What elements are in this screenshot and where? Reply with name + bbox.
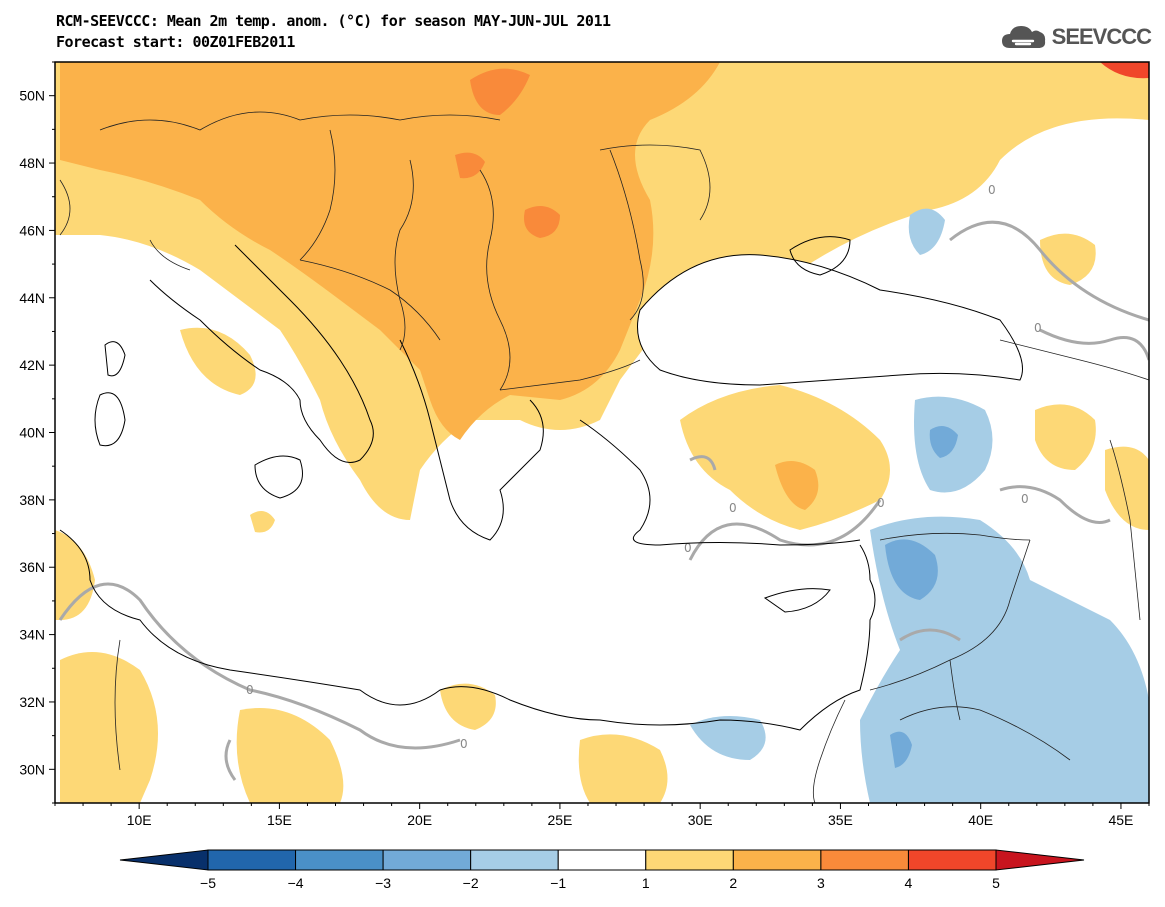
colorbar-extend-high bbox=[995, 849, 1085, 871]
y-tick-label: 38N bbox=[19, 492, 45, 508]
anomaly-zone-1to2-italy bbox=[180, 327, 256, 395]
colorbar-segment bbox=[295, 849, 384, 871]
colorbar-label: −1 bbox=[550, 875, 566, 891]
anomaly-zone-1to2-anatolia bbox=[680, 385, 890, 530]
y-tick-label: 32N bbox=[19, 694, 45, 710]
anomaly-zone-minus1to-minus2-black-sea-north bbox=[908, 208, 945, 255]
contour-label: 0 bbox=[684, 541, 692, 555]
forecast-start-label: Forecast start: 00Z01FEB2011 bbox=[56, 33, 295, 51]
x-tick-label: 10E bbox=[127, 812, 152, 828]
cloud-icon bbox=[1001, 26, 1045, 48]
contour-label: 0 bbox=[1021, 492, 1029, 506]
contour-labels: 0 0 0 0 0 0 0 0 bbox=[246, 183, 1042, 751]
contour-label: 0 bbox=[460, 737, 468, 751]
anomaly-zone-2to3-anatolia bbox=[775, 461, 819, 510]
coastlines bbox=[59, 236, 1023, 731]
colorbar-label: −5 bbox=[200, 875, 216, 891]
zero-contours bbox=[58, 220, 1149, 781]
y-tick-label: 46N bbox=[19, 222, 45, 238]
contour-label: 0 bbox=[1034, 321, 1042, 335]
anomaly-zone-3to4-northeast bbox=[1100, 62, 1149, 79]
colorbar-segment bbox=[207, 849, 297, 871]
black-sea bbox=[637, 254, 1023, 385]
anomaly-zone-3to4-carpathians bbox=[470, 68, 530, 115]
y-tick-label: 30N bbox=[19, 761, 45, 777]
anomaly-zone-1to2-iraq bbox=[1105, 446, 1149, 530]
contour-label: 0 bbox=[246, 683, 254, 697]
colorbar-label: 4 bbox=[905, 875, 913, 891]
x-tick-label: 45E bbox=[1108, 812, 1133, 828]
anomaly-zone-1to2-egypt bbox=[578, 734, 668, 803]
map-title: RCM-SEEVCCC: Mean 2m temp. anom. (°C) fo… bbox=[56, 12, 611, 30]
colorbar-label: 3 bbox=[817, 875, 825, 891]
colorbar-label: −4 bbox=[288, 875, 304, 891]
colorbar-segment bbox=[470, 849, 559, 871]
colorbar-segment bbox=[645, 849, 734, 871]
anomaly-zone-3to4-romania bbox=[524, 206, 560, 238]
map-field: 0 0 0 0 0 0 0 0 bbox=[55, 62, 1149, 803]
country-borders bbox=[59, 111, 1149, 803]
anomaly-zone-minus2to-minus3-arabia bbox=[890, 731, 912, 768]
x-tick-label: 30E bbox=[688, 812, 713, 828]
anomaly-zone-1to2-sicily bbox=[250, 511, 275, 533]
logo-text: SEEVCCC bbox=[1051, 24, 1152, 49]
anomaly-zone-1to2-south-central bbox=[236, 708, 344, 803]
x-tick-label: 15E bbox=[267, 812, 292, 828]
anomaly-zone-1to2-libya bbox=[60, 652, 158, 803]
x-tick-label: 35E bbox=[828, 812, 853, 828]
colorbar-label: 5 bbox=[992, 875, 1000, 891]
colorbar-segment bbox=[907, 849, 997, 871]
y-tick-label: 42N bbox=[19, 357, 45, 373]
seevccc-logo: SEEVCCC bbox=[1000, 22, 1152, 52]
colorbar-label: −2 bbox=[463, 875, 479, 891]
anomaly-zone-minus2to-minus3-anatolia-east bbox=[929, 426, 958, 458]
contour-label: 0 bbox=[877, 496, 885, 510]
x-axis: 10E 15E 20E 25E 30E 35E 40E 45E bbox=[54, 803, 1150, 828]
contour-label: 0 bbox=[729, 501, 737, 515]
y-tick-label: 34N bbox=[19, 627, 45, 643]
y-axis: 30N 32N 34N 36N 38N 40N 42N 44N 46N 48N 50N bbox=[19, 61, 55, 804]
colorbar: −5 −4 −3 −2 −1 1 2 3 4 5 bbox=[119, 849, 1085, 891]
colorbar-segment bbox=[382, 849, 472, 871]
y-tick-label: 36N bbox=[19, 559, 45, 575]
anomaly-zone-1to2-caucasus bbox=[1040, 233, 1096, 285]
anomaly-zone-1to2-cyrenaica bbox=[440, 683, 496, 730]
colorbar-segment bbox=[820, 849, 909, 871]
colorbar-label: −3 bbox=[375, 875, 391, 891]
colorbar-label: 1 bbox=[642, 875, 650, 891]
anomaly-zone-3to4-hungary bbox=[455, 152, 485, 179]
y-tick-label: 50N bbox=[19, 88, 45, 104]
x-tick-label: 25E bbox=[547, 812, 572, 828]
anomaly-zone-1to2-east bbox=[1035, 404, 1096, 470]
contour-label: 0 bbox=[988, 183, 996, 197]
anomaly-zone-minus2to-minus3-syria bbox=[885, 539, 938, 600]
x-tick-label: 20E bbox=[407, 812, 432, 828]
y-tick-label: 48N bbox=[19, 155, 45, 171]
anomaly-zone-1to2-tunisia bbox=[55, 530, 95, 620]
colorbar-label: 2 bbox=[729, 875, 737, 891]
y-tick-label: 40N bbox=[19, 425, 45, 441]
colorbar-segment bbox=[732, 849, 822, 871]
colorbar-segment bbox=[557, 849, 647, 871]
anomaly-zone-2to3-central bbox=[60, 62, 720, 440]
colorbar-extend-low bbox=[119, 849, 209, 871]
y-tick-label: 44N bbox=[19, 290, 45, 306]
x-tick-label: 40E bbox=[968, 812, 993, 828]
anomaly-zone-minus1to-minus2-nile bbox=[690, 716, 766, 760]
anomaly-zone-2to3-west bbox=[60, 62, 260, 156]
